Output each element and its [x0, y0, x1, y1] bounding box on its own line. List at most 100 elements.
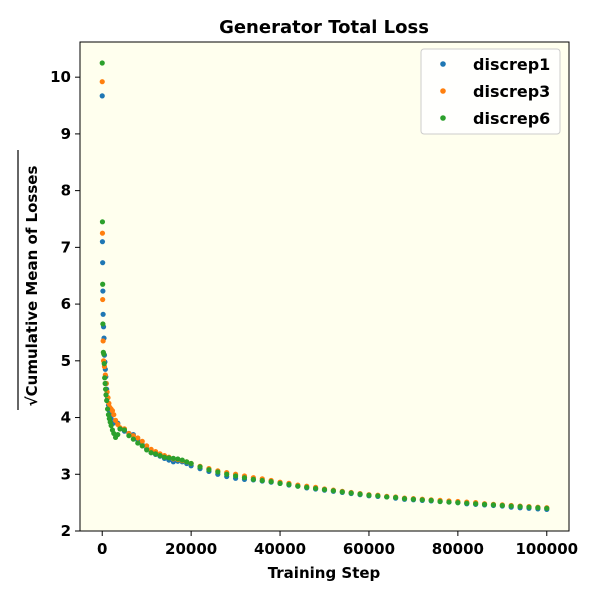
data-point	[101, 351, 107, 357]
plot-frame	[79, 41, 570, 532]
y-axis-label-prefix: √	[23, 395, 41, 406]
data-point	[428, 497, 434, 503]
data-point	[184, 459, 190, 465]
x-axis-label: Training Step	[268, 564, 381, 582]
data-point	[339, 489, 345, 495]
data-point	[268, 479, 274, 485]
data-point	[135, 440, 141, 446]
data-point	[115, 431, 121, 438]
data-point	[102, 386, 109, 392]
data-point	[490, 502, 497, 508]
data-point	[357, 491, 363, 497]
data-point	[99, 60, 105, 66]
data-point	[105, 412, 112, 418]
data-point	[108, 422, 114, 429]
data-point	[215, 469, 221, 475]
data-point	[455, 500, 461, 506]
data-point	[295, 483, 301, 489]
data-point	[330, 488, 336, 494]
data-point	[104, 406, 111, 412]
legend-marker-discrep3	[440, 88, 446, 94]
y-tick-label: 3	[61, 465, 71, 483]
data-point	[99, 219, 106, 225]
data-point	[304, 484, 310, 490]
data-point	[473, 501, 479, 507]
data-point	[250, 476, 256, 482]
data-point	[544, 505, 550, 511]
data-point	[508, 503, 514, 509]
data-point	[100, 321, 106, 327]
data-point	[517, 504, 523, 510]
data-point	[366, 492, 372, 498]
data-point	[144, 447, 150, 453]
data-point	[103, 392, 109, 398]
data-point	[126, 433, 132, 439]
data-point	[100, 260, 106, 266]
data-point	[99, 79, 105, 85]
data-point	[241, 475, 248, 481]
y-tick-label: 4	[61, 409, 71, 427]
data-point	[135, 435, 141, 441]
data-point	[499, 502, 505, 509]
data-point	[99, 230, 106, 236]
y-tick-label: 2	[61, 522, 71, 540]
data-point	[286, 481, 292, 488]
legend-frame	[420, 48, 561, 135]
y-tick-label: 8	[61, 182, 71, 200]
y-tick-label: 6	[61, 295, 71, 313]
data-point	[481, 501, 488, 507]
y-axis-ticks: 2 3 4 5 6 7 8 9 10	[50, 68, 80, 540]
data-point	[117, 426, 123, 432]
data-point	[464, 500, 470, 506]
data-point	[437, 498, 443, 505]
data-point	[100, 296, 106, 303]
data-point	[179, 457, 185, 463]
data-point	[224, 471, 230, 477]
svg-text:√Cumulative Mean of Losses: √Cumulative Mean of Losses	[23, 166, 41, 407]
data-point	[104, 397, 110, 404]
data-point	[188, 460, 194, 467]
legend-label-discrep1: discrep1	[473, 55, 550, 74]
data-point	[100, 311, 106, 317]
data-point	[139, 438, 145, 444]
x-tick-label: 0	[97, 540, 107, 558]
data-point	[232, 473, 239, 479]
x-axis-ticks: 0 20000 40000 60000 80000 100000	[97, 531, 578, 558]
legend-label-discrep6: discrep6	[473, 109, 550, 128]
series-discrep6	[99, 60, 550, 511]
legend-marker-discrep6	[440, 115, 446, 121]
data-point	[419, 497, 425, 503]
data-point	[152, 451, 159, 457]
data-point	[313, 485, 319, 492]
y-axis-label-text: Cumulative Mean of Losses	[23, 166, 41, 397]
legend: discrep1 discrep3 discrep6	[420, 48, 561, 135]
data-point	[102, 380, 108, 387]
x-tick-label: 60000	[343, 540, 395, 558]
y-tick-label: 5	[61, 352, 71, 370]
x-tick-label: 80000	[432, 540, 484, 558]
data-point	[100, 281, 106, 287]
y-tick-label: 7	[61, 238, 71, 256]
y-tick-label: 9	[61, 125, 71, 143]
data-point	[130, 436, 136, 442]
data-point	[175, 456, 181, 462]
legend-label-discrep3: discrep3	[473, 82, 550, 101]
data-point	[111, 412, 117, 418]
data-point	[112, 417, 119, 423]
data-point	[109, 408, 116, 414]
data-point	[401, 496, 408, 502]
data-point	[101, 361, 107, 367]
x-tick-label: 40000	[254, 540, 306, 558]
data-point	[161, 454, 168, 460]
x-tick-label: 100000	[515, 540, 578, 558]
data-point	[259, 477, 265, 484]
y-axis-label: √Cumulative Mean of Losses	[23, 166, 41, 407]
data-point	[206, 467, 212, 473]
data-point	[100, 288, 106, 294]
y-tick-label: 10	[50, 68, 71, 86]
data-point	[393, 494, 399, 501]
data-point	[100, 338, 106, 344]
data-point	[535, 505, 541, 511]
data-point	[321, 486, 328, 493]
